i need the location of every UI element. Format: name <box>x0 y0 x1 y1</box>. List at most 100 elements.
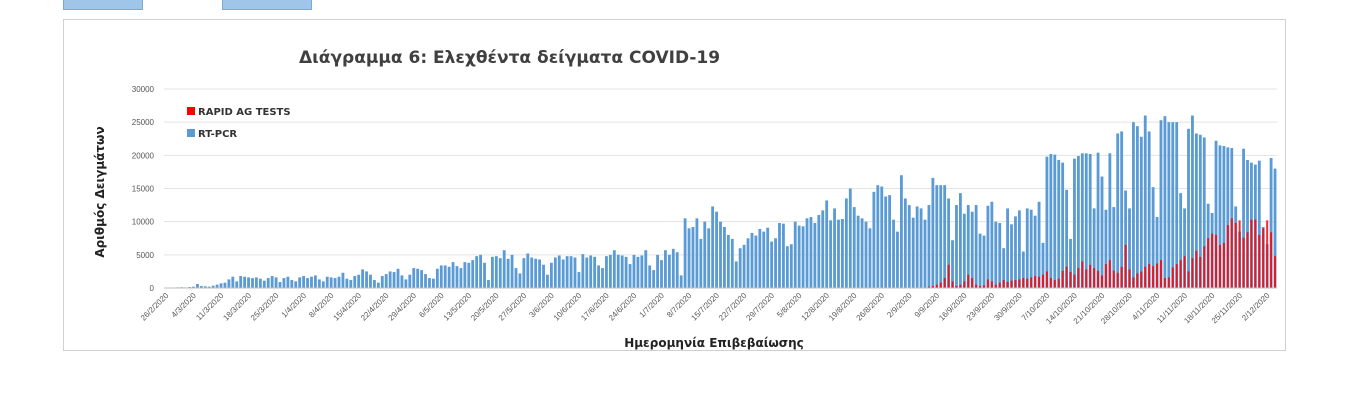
bar-rt-pcr <box>479 254 483 288</box>
bar-rapid-ag <box>931 286 934 288</box>
bar-rt-pcr <box>502 250 506 288</box>
bar-rt-pcr <box>561 259 565 288</box>
y-tick-label: 0 <box>150 284 155 293</box>
bar-rt-pcr <box>943 185 947 288</box>
bar-rt-pcr <box>1084 153 1088 288</box>
bar-rt-pcr <box>317 279 321 288</box>
bar-rt-pcr <box>868 228 872 288</box>
bar-rt-pcr <box>903 198 907 288</box>
bar-rt-pcr <box>829 220 833 288</box>
bar-rapid-ag <box>935 284 938 288</box>
bar-rt-pcr <box>396 268 400 288</box>
bar-rt-pcr <box>451 262 455 288</box>
bar-rapid-ag <box>975 284 978 288</box>
bar-rt-pcr <box>1187 128 1190 288</box>
bar-rt-pcr <box>455 266 459 288</box>
bar-rt-pcr <box>1230 148 1234 288</box>
bar-rt-pcr <box>349 280 353 288</box>
bar-rapid-ag <box>939 282 942 288</box>
bar-rt-pcr <box>962 213 966 288</box>
bar-rt-pcr <box>274 277 278 288</box>
bar-rapid-ag <box>1034 276 1037 288</box>
chart-container: Διάγραμμα 6: Ελεχθέντα δείγματα COVID-19… <box>63 19 1286 351</box>
bar-rt-pcr <box>1198 134 1202 288</box>
legend-swatch-rapid <box>187 107 195 115</box>
bar-rapid-ag <box>1014 280 1017 288</box>
y-axis-title: Αριθμός Δειγμάτων <box>93 126 107 257</box>
bar-rt-pcr <box>872 191 876 288</box>
bar-rt-pcr <box>935 185 939 288</box>
bar-rt-pcr <box>298 277 302 288</box>
bar-rapid-ag <box>1195 250 1198 288</box>
bar-rt-pcr <box>1218 145 1222 288</box>
bar-rapid-ag <box>1159 260 1162 288</box>
x-tick-label: 1/4/2020 <box>280 291 309 320</box>
bar-rt-pcr <box>353 276 357 288</box>
chart-title: Διάγραμμα 6: Ελεχθέντα δείγματα COVID-19 <box>299 48 720 68</box>
bar-rapid-ag <box>1030 277 1033 288</box>
bar-rt-pcr <box>424 274 427 288</box>
bar-rapid-ag <box>1226 224 1229 288</box>
bar-rt-pcr <box>888 195 892 288</box>
legend-label-rt-pcr: RT-PCR <box>198 129 237 140</box>
bar-rapid-ag <box>1234 222 1237 288</box>
bar-rt-pcr <box>447 266 451 288</box>
y-tick-label: 25000 <box>132 118 155 127</box>
bar-rt-pcr <box>1112 207 1116 288</box>
bar-rt-pcr <box>215 284 219 288</box>
bar-rt-pcr <box>699 238 703 288</box>
bar-rapid-ag <box>1112 270 1115 288</box>
bar-rt-pcr <box>667 254 671 288</box>
bar-rt-pcr <box>243 276 247 288</box>
bar-rapid-ag <box>1089 264 1092 288</box>
bar-rt-pcr <box>255 277 258 288</box>
bar-rapid-ag <box>1187 271 1190 288</box>
bar-rt-pcr <box>947 198 951 288</box>
bar-rt-pcr <box>1014 216 1017 288</box>
bar-rt-pcr <box>982 235 986 288</box>
bar-rapid-ag <box>986 279 989 288</box>
bar-rapid-ag <box>1002 280 1005 288</box>
bar-rapid-ag <box>1006 282 1009 288</box>
bar-rt-pcr <box>986 205 990 288</box>
bar-rt-pcr <box>333 278 337 288</box>
bar-rt-pcr <box>856 215 860 288</box>
x-tick-label: 22/7/2020 <box>717 291 749 323</box>
bar-rapid-ag <box>1152 266 1155 288</box>
x-tick-label: 22/4/2020 <box>359 291 391 323</box>
bar-rt-pcr <box>538 259 541 288</box>
bar-rt-pcr <box>1073 158 1076 288</box>
bar-rt-pcr <box>955 205 958 288</box>
bar-rapid-ag <box>1085 269 1088 288</box>
bar-rapid-ag <box>1104 264 1107 288</box>
bar-rt-pcr <box>715 211 718 288</box>
bar-rapid-ag <box>1191 258 1194 288</box>
bar-rt-pcr <box>1214 140 1218 288</box>
bar-rapid-ag <box>1203 246 1206 288</box>
bar-rt-pcr <box>687 228 691 288</box>
bar-rt-pcr <box>1155 217 1159 288</box>
bar-rt-pcr <box>1010 224 1013 288</box>
bar-rt-pcr <box>778 222 781 288</box>
bar-rapid-ag <box>1042 274 1044 288</box>
bar-rapid-ag <box>1218 244 1221 288</box>
bar-rt-pcr <box>770 241 774 288</box>
bar-rt-pcr <box>746 238 750 288</box>
bar-rt-pcr <box>860 218 864 288</box>
bar-rt-pcr <box>1159 120 1163 289</box>
bar-rt-pcr <box>1139 136 1143 288</box>
bar-rt-pcr <box>900 175 903 288</box>
bar-rt-pcr <box>1269 157 1273 288</box>
bar-rt-pcr <box>534 258 538 288</box>
bar-rapid-ag <box>1238 220 1241 288</box>
bar-rt-pcr <box>542 264 545 288</box>
bar-rapid-ag <box>1108 260 1111 288</box>
bar-rt-pcr <box>1092 208 1096 288</box>
bar-rapid-ag <box>1199 256 1202 288</box>
bar-rapid-ag <box>1053 280 1056 288</box>
bar-rt-pcr <box>1100 176 1104 288</box>
bar-rt-pcr <box>522 258 526 288</box>
bar-rt-pcr <box>549 262 553 288</box>
bar-rapid-ag <box>1022 278 1025 288</box>
bar-rapid-ag <box>1270 232 1273 288</box>
